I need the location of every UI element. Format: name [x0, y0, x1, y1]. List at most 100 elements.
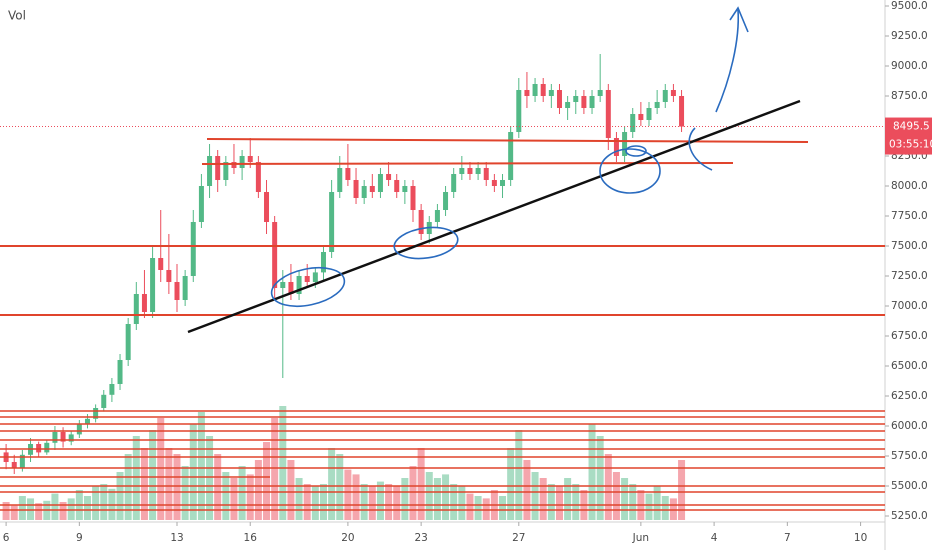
volume-bar	[433, 478, 441, 520]
candle-body	[166, 270, 172, 282]
last-price-box	[885, 117, 932, 155]
volume-bar	[376, 481, 384, 520]
volume-bar	[547, 484, 555, 520]
y-tick-label: 6750.0	[891, 330, 928, 342]
candle-body	[679, 96, 685, 127]
candle-body	[418, 210, 424, 234]
candle-body	[247, 156, 253, 162]
volume-bar	[230, 478, 238, 520]
candle-body	[304, 276, 310, 282]
volume-bar	[621, 478, 629, 520]
last-price-label: 8495.5	[893, 121, 930, 133]
volume-bar	[140, 448, 148, 520]
volume-bar	[401, 478, 409, 520]
volume-bar	[10, 505, 18, 520]
candle-body	[150, 258, 156, 312]
volume-bar	[417, 448, 425, 520]
candle-body	[662, 90, 668, 102]
volume-bar	[653, 486, 661, 520]
x-tick-label: Jun	[632, 532, 649, 544]
volume-bar	[588, 424, 596, 520]
candle-body	[670, 90, 676, 96]
candle-body	[565, 102, 571, 108]
volume-bar	[295, 478, 303, 520]
candle-body	[516, 90, 522, 132]
price-axis: 5250.05500.05750.06000.06250.06500.06750…	[3, 0, 932, 544]
x-tick-label: 6	[3, 532, 10, 544]
volume-bar	[287, 460, 295, 520]
x-tick-label: 20	[341, 532, 354, 544]
candle-body	[386, 174, 392, 180]
volume-bar	[311, 486, 319, 520]
candle-body	[467, 168, 473, 174]
candle-body	[190, 222, 196, 276]
volume-bar	[344, 469, 352, 520]
candle-body	[622, 132, 628, 156]
series	[0, 54, 885, 520]
candle-body	[280, 282, 286, 288]
candle-body	[60, 432, 66, 442]
volume-bar	[564, 478, 572, 520]
volume-bar	[59, 502, 67, 520]
candle-body	[125, 324, 131, 360]
x-tick-label: 23	[414, 532, 427, 544]
candle-body	[52, 432, 58, 443]
y-tick-label: 7500.0	[891, 240, 928, 252]
candle-body	[76, 423, 82, 435]
y-tick-label: 6000.0	[891, 420, 928, 432]
y-tick-label: 7750.0	[891, 210, 928, 222]
candle-body	[410, 186, 416, 210]
candle-body	[68, 434, 74, 442]
volume-bar	[279, 406, 287, 520]
candle-body	[377, 174, 383, 192]
volume-bar	[336, 454, 344, 520]
candle-body	[264, 192, 270, 222]
y-tick-label: 7250.0	[891, 270, 928, 282]
candle-body	[589, 96, 595, 108]
volume-bar	[149, 430, 157, 520]
volume-bar	[35, 503, 43, 520]
candle-body	[337, 168, 343, 192]
volume-bar	[303, 484, 311, 520]
volume-bar	[385, 484, 393, 520]
candle-body	[654, 102, 660, 108]
candle-body	[483, 168, 489, 180]
volume-bar	[189, 424, 197, 520]
volume-label: Vol	[8, 9, 26, 23]
candle-body	[613, 138, 619, 156]
volume-bar	[539, 478, 547, 520]
volume-bar	[596, 436, 604, 520]
candle-body	[353, 180, 359, 198]
x-tick-label: 7	[784, 532, 791, 544]
y-tick-label: 9500.0	[891, 0, 928, 12]
candle-body	[239, 156, 245, 168]
y-tick-label: 6250.0	[891, 390, 928, 402]
annotations	[270, 6, 749, 308]
volume-bar	[523, 460, 531, 520]
candle-body	[443, 192, 449, 210]
volume-bar	[246, 474, 254, 520]
candle-body	[605, 90, 611, 138]
volume-bar	[425, 472, 433, 520]
candle-body	[638, 114, 644, 120]
y-tick-label: 7000.0	[891, 300, 928, 312]
bottom-lines	[0, 410, 885, 511]
candle-body	[231, 162, 237, 168]
volume-bar	[360, 484, 368, 520]
y-tick-label: 5750.0	[891, 450, 928, 462]
candle-body	[215, 156, 221, 180]
x-tick-label: 16	[244, 532, 258, 544]
candle-body	[182, 276, 188, 300]
candle-body	[475, 168, 481, 174]
volume-bar	[458, 486, 466, 520]
candle-body	[223, 162, 229, 180]
candle-body	[369, 186, 375, 192]
volume-bar	[499, 496, 507, 520]
volume-bar	[515, 430, 523, 520]
candle-body	[508, 132, 514, 180]
volume-bar	[181, 466, 189, 520]
candle-body	[548, 90, 554, 96]
candle-body	[198, 186, 204, 222]
candle-body	[296, 276, 302, 294]
